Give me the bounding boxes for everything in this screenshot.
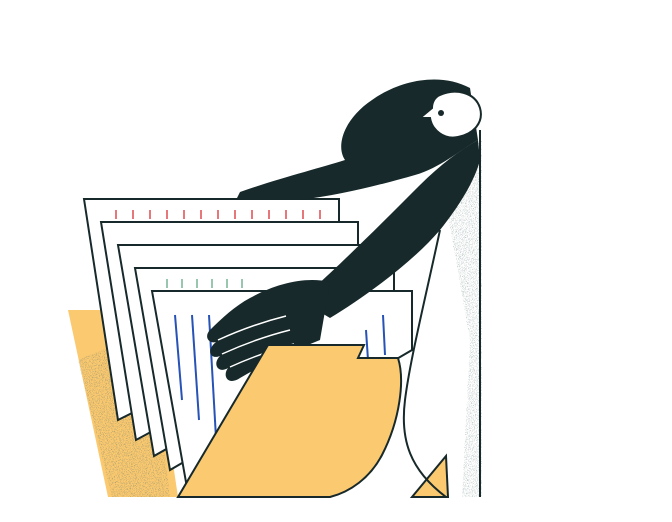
panel-grain [440, 140, 482, 497]
green-ticks [166, 279, 243, 288]
woman-hand [207, 279, 330, 381]
folder-flap-right [409, 453, 450, 498]
woman-eye [438, 110, 444, 116]
woman-hair [236, 79, 478, 200]
woman-face [417, 90, 482, 139]
woman-body-line [402, 229, 447, 498]
woman-arm [300, 140, 480, 318]
folder-front [176, 344, 403, 498]
red-ticks [115, 210, 321, 219]
